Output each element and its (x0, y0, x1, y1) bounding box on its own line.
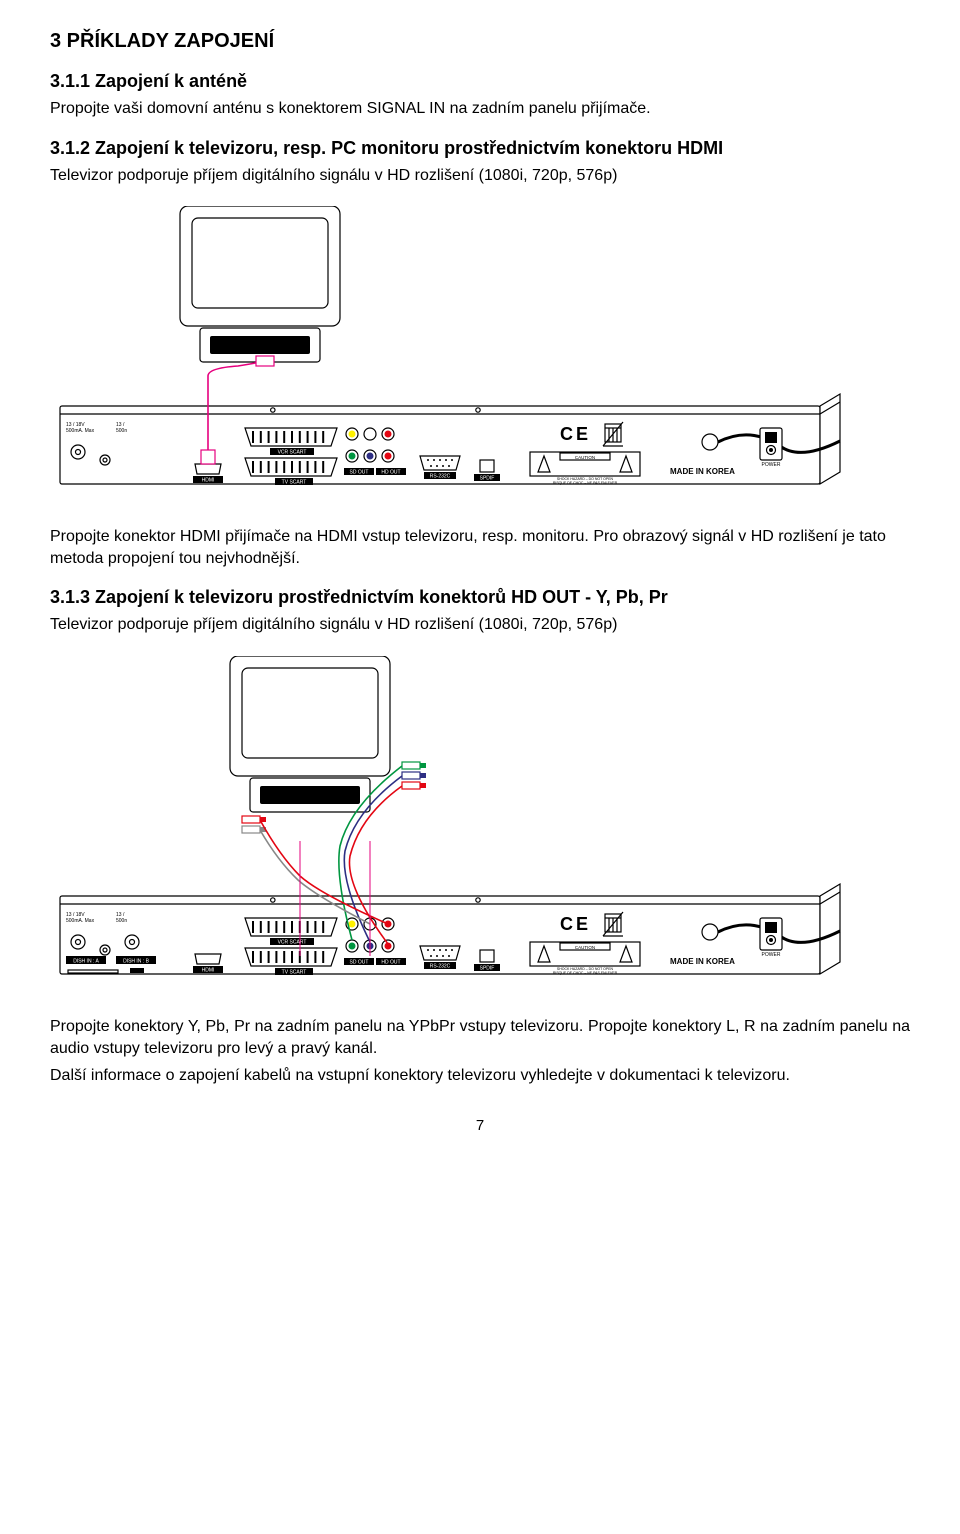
svg-text:RISQUE DE CHOC – NE PAS ENLEVE: RISQUE DE CHOC – NE PAS ENLEVER (553, 971, 618, 975)
svg-text:C: C (560, 424, 573, 444)
diagram-ypbpr: 13 / 18V500mA. Max13 /500nDISH IN : ADIS… (50, 656, 910, 986)
svg-text:TV SCART: TV SCART (282, 969, 307, 975)
svg-text:500mA. Max: 500mA. Max (66, 428, 95, 434)
svg-text:500n: 500n (116, 918, 127, 924)
svg-text:E: E (576, 424, 588, 444)
section-312-after: Propojte konektor HDMI přijímače na HDMI… (50, 526, 910, 569)
section-313-after2: Další informace o zapojení kabelů na vst… (50, 1065, 910, 1087)
svg-text:VCR SCART: VCR SCART (278, 450, 307, 456)
svg-text:VCR SCART: VCR SCART (278, 939, 307, 945)
svg-text:CAUTION: CAUTION (575, 945, 595, 950)
svg-text:POWER: POWER (762, 952, 781, 958)
svg-text:SD OUT: SD OUT (350, 959, 369, 965)
section-313-body: Televizor podporuje příjem digitálního s… (50, 614, 910, 636)
svg-text:DISH IN : A: DISH IN : A (73, 958, 99, 964)
svg-text:500n: 500n (116, 428, 127, 434)
section-3-title: 3 PŘÍKLADY ZAPOJENÍ (50, 30, 910, 53)
svg-text:SD OUT: SD OUT (350, 470, 369, 476)
svg-text:RISQUE DE CHOC – NE PAS ENLEVE: RISQUE DE CHOC – NE PAS ENLEVER (553, 481, 618, 485)
diagram-hdmi: 13 / 18V500mA. Max13 /500nHDMIVCR SCARTT… (50, 206, 910, 496)
svg-text:HDMI: HDMI (202, 967, 215, 973)
section-311-title: 3.1.1 Zapojení k anténě (50, 71, 910, 92)
svg-text:HDMI: HDMI (202, 478, 215, 484)
section-312-body: Televizor podporuje příjem digitálního s… (50, 165, 910, 187)
svg-text:DISH IN : B: DISH IN : B (123, 958, 150, 964)
svg-text:TV SCART: TV SCART (282, 480, 307, 486)
section-311-body: Propojte vaši domovní anténu s konektore… (50, 98, 910, 120)
section-313-after1: Propojte konektory Y, Pb, Pr na zadním p… (50, 1016, 910, 1059)
svg-text:C: C (560, 914, 573, 934)
svg-text:SPDIF: SPDIF (480, 965, 495, 971)
page-number: 7 (50, 1117, 910, 1134)
section-312-title: 3.1.2 Zapojení k televizoru, resp. PC mo… (50, 138, 910, 159)
svg-text:MADE IN KOREA: MADE IN KOREA (670, 957, 735, 966)
svg-text:POWER: POWER (762, 462, 781, 468)
svg-text:MADE IN KOREA: MADE IN KOREA (670, 467, 735, 476)
svg-text:HD OUT: HD OUT (381, 470, 400, 476)
svg-text:SPDIF: SPDIF (480, 476, 495, 482)
svg-text:CAUTION: CAUTION (575, 455, 595, 460)
section-313-title: 3.1.3 Zapojení k televizoru prostřednict… (50, 587, 910, 608)
svg-text:RS-232C: RS-232C (430, 474, 451, 480)
svg-text:HD OUT: HD OUT (381, 959, 400, 965)
svg-text:E: E (576, 914, 588, 934)
svg-text:500mA. Max: 500mA. Max (66, 918, 95, 924)
svg-text:RS-232C: RS-232C (430, 963, 451, 969)
